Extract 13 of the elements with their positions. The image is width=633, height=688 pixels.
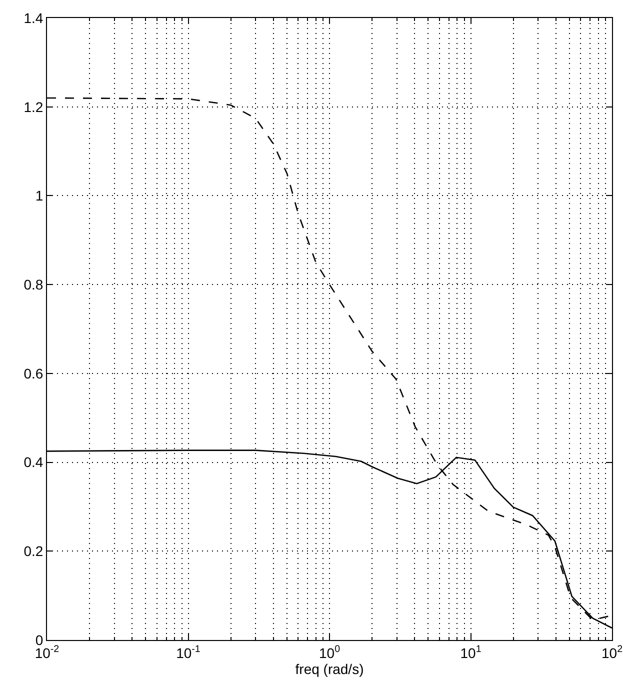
y-tick-label: 0 [35,632,44,648]
x-tick-label: 10$^{1}$ [460,644,482,661]
x-tick-label: 10$^{0}$ [318,644,341,661]
y-tick-label: 0.4 [24,454,44,470]
y-tick-label: 1.4 [24,10,44,26]
y-tick-label: 0.6 [24,365,44,382]
x-tick-label: 10$^{-1}$ [176,644,200,661]
y-tick-label: 0.8 [24,276,44,292]
x-axis-title: freq (rad/s) [295,661,364,678]
y-tick-label: 0.2 [24,543,44,560]
y-tick-label: 1.2 [24,98,44,115]
y-tick-label: 1 [35,188,44,204]
x-tick-label: 10$^{2}$ [601,644,623,661]
